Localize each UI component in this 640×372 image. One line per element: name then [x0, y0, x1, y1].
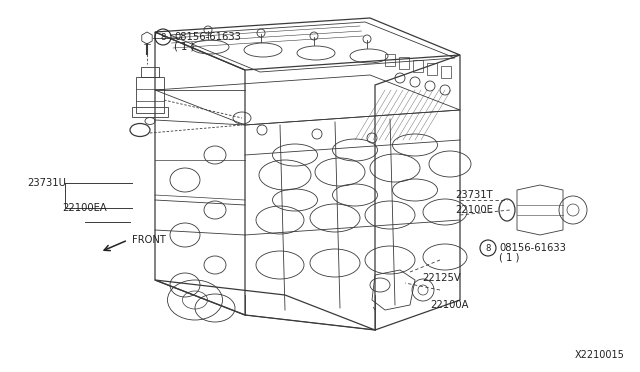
Text: ( 1 ): ( 1 )	[499, 252, 520, 262]
Text: FRONT: FRONT	[132, 235, 166, 245]
Text: 8: 8	[160, 32, 166, 42]
Text: 23731T: 23731T	[455, 190, 493, 200]
Text: 08156-61633: 08156-61633	[174, 32, 241, 42]
Text: 22125V: 22125V	[422, 273, 461, 283]
Bar	[441, 66, 451, 78]
Text: 22100E: 22100E	[455, 205, 493, 215]
Text: 22100EA: 22100EA	[62, 203, 107, 213]
Text: ( 1 ): ( 1 )	[174, 41, 195, 51]
Bar	[399, 57, 409, 69]
Bar	[427, 63, 437, 75]
Text: 08156-61633: 08156-61633	[499, 243, 566, 253]
Bar	[413, 60, 423, 72]
Text: 22100A: 22100A	[430, 300, 468, 310]
Text: 8: 8	[485, 244, 491, 253]
Text: 23731U: 23731U	[27, 178, 66, 188]
Text: X2210015: X2210015	[575, 350, 625, 360]
Bar	[385, 54, 395, 66]
